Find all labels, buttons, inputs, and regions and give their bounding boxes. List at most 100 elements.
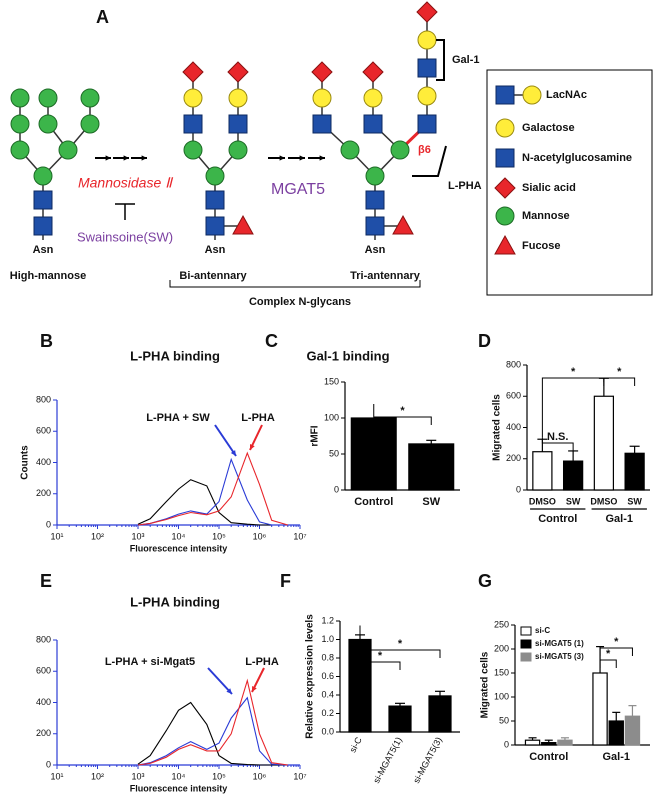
- legend-box: [486, 69, 653, 296]
- histogram-curve: [137, 678, 288, 766]
- y-tick-label: 100: [324, 412, 339, 422]
- significance-label: *: [617, 366, 622, 378]
- mannose: [228, 140, 248, 160]
- arrow-head: [319, 155, 325, 161]
- panel-label: F: [280, 571, 291, 591]
- glcnac: [495, 85, 515, 105]
- legend-label: si-MGAT5 (3): [535, 652, 584, 661]
- glcnac: [417, 58, 437, 78]
- asn-label: Asn: [365, 244, 386, 256]
- galactose: [417, 86, 437, 106]
- mannose: [183, 140, 203, 160]
- legend-label: Mannose: [522, 210, 570, 222]
- chart-title: L-PHA binding: [130, 594, 220, 609]
- glcnac: [205, 190, 225, 210]
- bar: [532, 451, 553, 491]
- y-tick-label: 400: [36, 457, 51, 467]
- legend-label: LacNAc: [546, 89, 587, 101]
- legend-swatch: [520, 626, 532, 636]
- y-tick-label: 1.2: [321, 615, 334, 625]
- bracket: [412, 145, 447, 177]
- mannose: [58, 140, 78, 160]
- glcnac: [228, 114, 248, 134]
- x-tick-label: 10³: [131, 771, 144, 781]
- x-tick-label: 10²: [91, 531, 104, 541]
- mannose: [495, 206, 515, 226]
- significance-label: N.S.: [547, 431, 568, 443]
- mannose: [38, 88, 58, 108]
- mannose: [205, 166, 225, 186]
- x-axis-label: Fluorescence intensity: [130, 783, 228, 793]
- y-tick-label: 800: [36, 634, 51, 644]
- histogram-curve: [137, 451, 288, 526]
- y-tick-label: 200: [36, 488, 51, 498]
- significance-bracket: [603, 377, 636, 386]
- panel-label: D: [478, 331, 491, 351]
- glcnac: [417, 114, 437, 134]
- significance-label: *: [571, 366, 576, 378]
- bar: [408, 443, 455, 491]
- mannose: [365, 166, 385, 186]
- glcnac: [33, 216, 53, 236]
- significance-bracket: [541, 437, 574, 451]
- asn-label: Asn: [33, 244, 54, 256]
- bar: [624, 715, 641, 746]
- x-tick-label: 10³: [131, 531, 144, 541]
- legend-swatch: [520, 652, 532, 662]
- y-tick-label: 0: [504, 739, 509, 749]
- x-tick-label: si-C: [348, 735, 365, 754]
- galactose: [312, 88, 332, 108]
- fucose: [392, 214, 414, 235]
- legend-label: si-MGAT5 (1): [535, 639, 584, 648]
- bar: [608, 720, 624, 746]
- legend-label: N-acetylglucosamine: [522, 152, 632, 164]
- glcnac: [495, 148, 515, 168]
- panel-label: C: [265, 331, 278, 351]
- arrow-head: [141, 155, 147, 161]
- y-tick-label: 50: [329, 448, 339, 458]
- arrow-head: [299, 155, 305, 161]
- legend-label: Fucose: [522, 240, 561, 252]
- enzyme-label: Mannosidase Ⅱ: [78, 175, 174, 191]
- group-label: Control: [538, 513, 577, 525]
- bar: [592, 672, 608, 746]
- structure-name: Bi-antennary: [179, 270, 247, 282]
- sialic-acid: [311, 61, 333, 83]
- galactose: [183, 88, 203, 108]
- gal1-label: Gal-1: [452, 54, 480, 66]
- histogram-curve: [137, 479, 288, 526]
- y-tick-label: 0: [334, 484, 339, 494]
- annotation: L-PHA + si-Mgat5: [105, 656, 195, 668]
- significance-bracket: [599, 647, 633, 656]
- glcnac: [363, 114, 383, 134]
- x-tick-label: 10⁵: [212, 771, 226, 781]
- bar: [428, 695, 452, 733]
- x-tick-label: Gal-1: [602, 751, 630, 763]
- histogram-curve: [137, 701, 288, 766]
- significance-label: *: [606, 648, 611, 660]
- fucose: [494, 234, 516, 255]
- annotation: L-PHA: [245, 656, 279, 668]
- x-tick-label: SW: [566, 496, 581, 506]
- annotation-arrow-head: [249, 444, 255, 450]
- x-tick-label: 10¹: [50, 771, 63, 781]
- glcnac: [365, 190, 385, 210]
- y-tick-label: 200: [506, 453, 521, 463]
- mannose: [80, 88, 100, 108]
- x-tick-label: DMSO: [590, 496, 617, 506]
- histogram-curve: [137, 696, 288, 766]
- significance-bracket: [373, 404, 432, 425]
- sialic-acid: [362, 61, 384, 83]
- group-label: Gal-1: [605, 513, 633, 525]
- x-tick-label: DMSO: [529, 496, 556, 506]
- bracket: [169, 280, 421, 288]
- bracket: [436, 39, 445, 81]
- annotation-arrow-head: [252, 686, 257, 692]
- x-tick-label: SW: [422, 496, 440, 508]
- bar: [593, 395, 615, 491]
- y-axis-label: Relative expression levels: [305, 614, 316, 739]
- y-tick-label: 150: [324, 376, 339, 386]
- lpha-label: L-PHA: [448, 180, 482, 192]
- y-axis-label: Counts: [20, 445, 31, 480]
- mannose: [80, 114, 100, 134]
